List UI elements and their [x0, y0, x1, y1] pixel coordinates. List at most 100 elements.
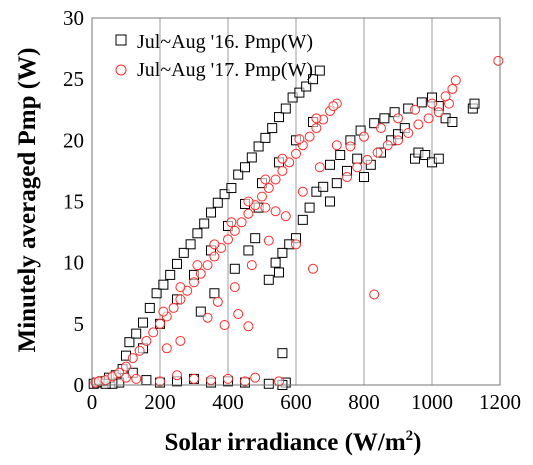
circle-point [134, 345, 145, 356]
square-point [304, 202, 315, 213]
square-point [144, 302, 155, 313]
series-2017 [90, 55, 504, 388]
square-point [131, 328, 142, 339]
tick-labels: 0 200 400 600 800 1000 1200 0 5 10 15 20 25 30 [63, 6, 521, 414]
circle-point [260, 202, 271, 213]
circle-point [297, 186, 308, 197]
circle-point [277, 165, 288, 176]
square-point [277, 247, 288, 258]
y-tick-label: 25 [63, 67, 84, 91]
circle-point [141, 335, 152, 346]
circle-point [158, 306, 169, 317]
legend-marker-circle [115, 64, 127, 76]
circle-point [202, 312, 213, 323]
circle-point [376, 123, 386, 134]
square-point [301, 81, 312, 92]
circle-point [172, 370, 182, 381]
circle-point [393, 135, 403, 146]
circle-point [246, 260, 257, 271]
square-point [199, 218, 210, 229]
square-point [250, 233, 261, 244]
circle-point [236, 217, 247, 228]
circle-point [195, 268, 206, 279]
x-tick-label: 400 [212, 390, 244, 414]
square-point [141, 375, 152, 386]
y-tick-label: 20 [63, 128, 84, 152]
square-point [195, 306, 206, 317]
circle-point [450, 75, 461, 86]
circle-point [243, 208, 254, 219]
circle-point [175, 335, 186, 346]
legend-label-2017: Jul~Aug '17. Pmp(W) [137, 59, 313, 81]
square-point [151, 288, 162, 299]
square-point [240, 162, 250, 173]
circle-point [212, 296, 223, 307]
circle-point [202, 260, 213, 271]
circle-point [229, 282, 240, 293]
circle-point [270, 174, 281, 185]
square-point [246, 152, 257, 163]
square-point [138, 317, 148, 328]
square-point [263, 274, 274, 285]
circle-point [410, 104, 420, 115]
square-point [229, 263, 240, 274]
x-tick-label: 1000 [411, 390, 453, 414]
circle-point [433, 107, 444, 118]
circle-point [359, 131, 369, 142]
y-tick-label: 5 [74, 312, 85, 336]
circle-point [440, 91, 451, 102]
legend: Jul~Aug '16. Pmp(W) Jul~Aug '17. Pmp(W) [115, 31, 313, 81]
circle-point [161, 343, 172, 354]
square-point [369, 118, 380, 129]
y-tick-label: 0 [74, 373, 85, 397]
square-point [260, 132, 271, 143]
square-point [263, 378, 274, 389]
square-point [335, 150, 346, 161]
circle-point [233, 309, 244, 320]
square-point [314, 65, 325, 76]
circle-point [223, 373, 233, 384]
square-point [294, 87, 305, 98]
square-point [274, 267, 284, 278]
circle-point [209, 251, 220, 262]
circle-point [229, 225, 240, 236]
circle-point [382, 140, 393, 151]
square-point [469, 98, 480, 109]
circle-point [127, 353, 138, 364]
x-axis-title-main: Solar irradiance (W/m [164, 429, 405, 456]
square-point [270, 257, 281, 268]
circle-point [263, 235, 274, 246]
square-point [185, 239, 196, 250]
circle-point [393, 113, 403, 124]
square-point [274, 112, 284, 123]
circle-point [121, 372, 131, 383]
circle-point [243, 196, 254, 207]
circle-point [260, 174, 271, 185]
square-point [416, 97, 427, 108]
circle-point [403, 127, 414, 138]
circle-point [257, 191, 267, 202]
circle-point [219, 320, 230, 331]
square-point [209, 288, 220, 299]
square-point [253, 141, 264, 152]
square-point [158, 279, 169, 290]
y-tick-label: 10 [63, 251, 84, 275]
square-point [447, 116, 458, 127]
y-tick-label: 15 [63, 190, 84, 214]
square-point [379, 113, 390, 124]
circle-point [189, 277, 199, 288]
circle-point [274, 376, 284, 387]
circle-point [291, 239, 301, 250]
circle-point [277, 153, 288, 164]
square-point [233, 169, 244, 180]
square-point [267, 123, 278, 134]
x-axis-title-end: ) [413, 429, 421, 456]
square-point [192, 228, 203, 239]
square-point [212, 197, 223, 208]
y-axis-title: Minutely averaged Pmp (W) [14, 48, 41, 353]
circle-point [345, 141, 356, 152]
circle-point [223, 234, 233, 245]
circle-point [423, 113, 434, 124]
circle-point [175, 282, 186, 293]
